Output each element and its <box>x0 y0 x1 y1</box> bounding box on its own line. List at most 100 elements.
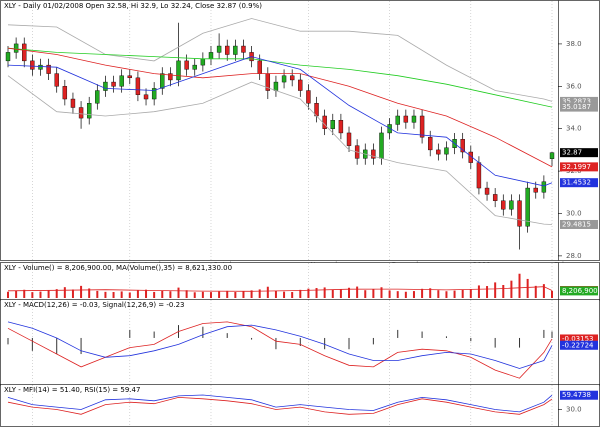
value-label-box <box>560 390 598 400</box>
candle-body <box>86 103 92 119</box>
candle-body <box>46 64 51 74</box>
volume-bar <box>104 291 107 298</box>
volume-bar <box>218 291 221 298</box>
value-label: -0.03153 <box>562 335 593 343</box>
candle-body <box>184 60 189 70</box>
value-label: 59.4738 <box>562 391 591 399</box>
candle-body <box>517 200 522 227</box>
candle-body <box>444 147 449 155</box>
value-label-box <box>560 178 598 188</box>
candle-body <box>192 64 197 70</box>
value-label: 32.87 <box>562 149 582 157</box>
volume-bar <box>510 280 513 298</box>
y-tick-label: 38.0 <box>566 40 582 48</box>
candle-body <box>5 52 11 62</box>
volume-bar <box>445 291 448 298</box>
candle-body <box>501 200 506 210</box>
volume-bar <box>461 289 464 298</box>
volume-bar <box>23 289 26 298</box>
candle-body <box>38 64 43 70</box>
panel-title: XLY - Volume() = 8,206,900.00, MA(Volume… <box>4 264 232 272</box>
candle-body <box>509 200 514 210</box>
volume-bar <box>88 288 91 298</box>
candle-body <box>476 162 482 189</box>
volume-bar <box>364 290 367 298</box>
y-tick-label: 30.0 <box>566 209 582 217</box>
value-label-box <box>560 148 598 158</box>
volume-bar <box>177 287 180 298</box>
volume-bar <box>283 291 286 298</box>
volume-bar <box>331 289 334 298</box>
candle-body <box>135 77 141 95</box>
value-label-box <box>560 286 598 296</box>
candle-body <box>70 98 76 108</box>
indicator-line <box>7 56 553 187</box>
volume-bar <box>518 273 521 298</box>
candle-body <box>176 60 181 81</box>
candle-body <box>103 81 108 91</box>
volume-bar <box>185 290 188 298</box>
candle-body <box>419 115 425 138</box>
volume-bar <box>274 290 277 298</box>
y-tick-label: 28.0 <box>566 252 582 260</box>
value-label: 31.4532 <box>562 179 591 187</box>
indicator-line <box>7 396 553 415</box>
volume-bar <box>526 278 529 298</box>
candle-body <box>257 60 262 74</box>
candle-body <box>492 194 498 201</box>
indicator-line <box>7 47 553 108</box>
volume-bar <box>551 290 553 298</box>
volume-bar <box>477 285 480 298</box>
panel-title: XLY - MACD(12,26) = -0.03, Signal(12,26,… <box>4 301 185 309</box>
candle-body <box>151 88 157 100</box>
candle-body <box>160 73 165 89</box>
candle-body <box>338 120 344 134</box>
value-label: 8,206,900 <box>562 287 598 295</box>
volume-bar <box>161 290 164 298</box>
candle-body <box>428 136 433 151</box>
volume-bar <box>372 289 375 298</box>
candle-body <box>225 45 230 55</box>
candle-body <box>289 75 295 81</box>
candle-body <box>111 81 116 87</box>
volume-bar <box>356 286 359 298</box>
volume-bar <box>486 286 489 298</box>
value-label-box <box>560 334 598 344</box>
candle-body <box>460 139 465 153</box>
candle-body <box>298 79 303 91</box>
volume-bar <box>234 292 237 298</box>
indicator-line <box>7 286 553 292</box>
volume-bar <box>31 292 34 298</box>
volume-bar <box>469 289 472 298</box>
candle-body <box>13 43 19 53</box>
candle-body <box>322 115 327 129</box>
candle-body <box>411 115 417 123</box>
volume-bar <box>47 290 50 298</box>
volume-bar <box>193 292 196 298</box>
volume-bar <box>534 285 537 298</box>
candle-body <box>78 107 84 119</box>
value-label: 35.2873 <box>562 97 591 105</box>
candle-body <box>403 115 409 123</box>
volume-bar <box>80 285 83 298</box>
value-label-box <box>560 96 598 106</box>
volume-bar <box>226 290 229 298</box>
volume-bar <box>307 288 310 298</box>
candle-body <box>216 45 222 53</box>
volume-bar <box>15 290 18 298</box>
volume-bar <box>437 290 440 298</box>
candle-body <box>127 75 132 79</box>
volume-bar <box>250 290 253 298</box>
candle-body <box>330 120 335 129</box>
volume-bar <box>380 287 383 298</box>
volume-bar <box>315 288 318 298</box>
candle-body <box>395 115 400 125</box>
volume-bar <box>266 286 269 298</box>
volume-bar <box>421 288 424 298</box>
volume-bar <box>112 292 115 298</box>
volume-bar <box>396 291 399 298</box>
value-label: 29.4815 <box>562 220 591 228</box>
y-tick-label: 36.0 <box>566 82 582 90</box>
volume-bar <box>71 289 74 298</box>
